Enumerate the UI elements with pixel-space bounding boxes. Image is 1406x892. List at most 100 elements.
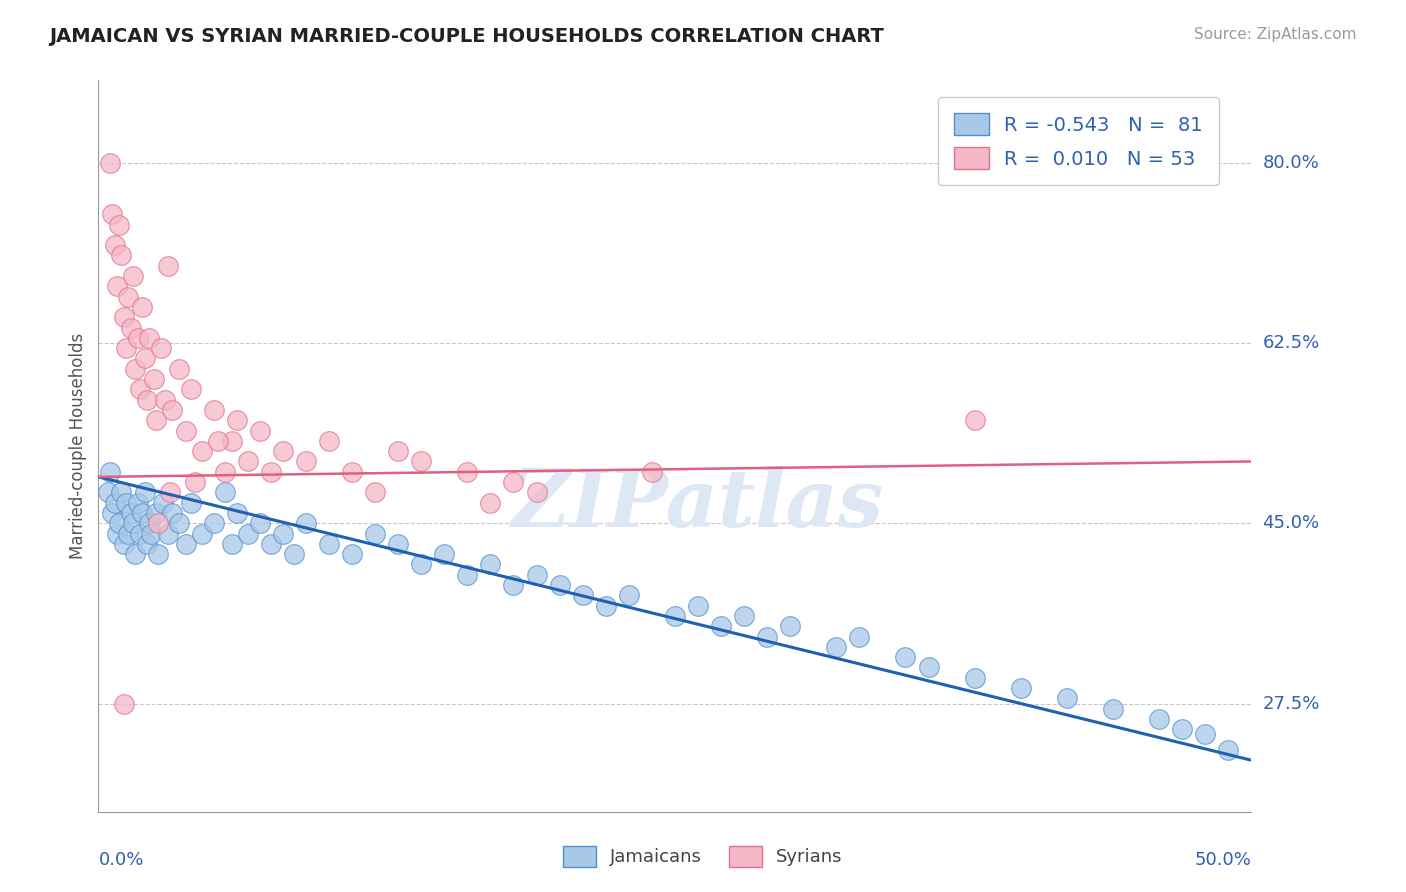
Point [825,640,848,654]
Point [238,454,260,468]
Point [148,547,170,561]
Point [1102,702,1125,716]
Point [548,578,571,592]
Point [1147,712,1170,726]
Point [202,516,225,531]
Point [110,485,132,500]
Point [238,526,260,541]
Point [159,485,181,500]
Point [260,537,283,551]
Point [1056,691,1078,706]
Point [138,331,160,345]
Point [387,537,409,551]
Point [149,341,172,355]
Point [848,630,870,644]
Text: 62.5%: 62.5% [1263,334,1320,352]
Point [214,465,236,479]
Point [318,537,340,551]
Point [917,660,939,674]
Point [456,465,478,479]
Point [122,516,145,531]
Point [664,609,686,624]
Point [214,485,236,500]
Point [180,382,202,396]
Text: 50.0%: 50.0% [1195,851,1251,869]
Point [411,454,433,468]
Point [295,454,318,468]
Point [221,434,243,448]
Point [98,155,121,169]
Point [283,547,305,561]
Point [134,485,156,500]
Point [167,516,190,531]
Point [115,341,138,355]
Point [340,465,363,479]
Point [135,392,157,407]
Point [131,506,153,520]
Point [202,403,225,417]
Point [120,506,142,520]
Point [756,630,779,644]
Point [191,444,214,458]
Point [225,413,247,427]
Point [101,207,124,221]
Point [526,485,548,500]
Point [479,496,502,510]
Point [129,382,152,396]
Point [502,475,524,489]
Point [134,351,156,366]
Point [271,526,294,541]
Point [117,526,139,541]
Point [156,259,179,273]
Point [207,434,229,448]
Point [502,578,524,592]
Point [148,516,170,531]
Legend: R = -0.543   N =  81, R =  0.010   N = 53: R = -0.543 N = 81, R = 0.010 N = 53 [938,97,1219,185]
Point [131,300,153,314]
Point [167,361,190,376]
Point [152,496,174,510]
Point [124,547,146,561]
Point [160,506,183,520]
Point [221,537,243,551]
Point [115,496,138,510]
Text: 80.0%: 80.0% [1263,153,1319,171]
Point [129,526,152,541]
Point [97,485,120,500]
Point [155,392,177,407]
Point [184,475,207,489]
Point [117,290,139,304]
Point [710,619,733,633]
Point [122,268,145,283]
Point [894,650,917,665]
Point [145,506,167,520]
Point [141,526,163,541]
Point [105,526,128,541]
Point [101,506,124,520]
Point [617,588,640,602]
Point [641,465,664,479]
Point [595,599,617,613]
Point [135,537,157,551]
Point [105,279,128,293]
Point [340,547,363,561]
Point [456,567,478,582]
Point [98,465,121,479]
Point [138,516,160,531]
Point [191,526,214,541]
Point [174,537,197,551]
Point [271,444,294,458]
Point [103,496,125,510]
Point [225,506,247,520]
Point [571,588,593,602]
Point [156,526,179,541]
Point [433,547,456,561]
Point [260,465,283,479]
Point [112,697,135,711]
Point [103,238,125,252]
Point [526,567,548,582]
Text: 45.0%: 45.0% [1263,515,1320,533]
Point [1218,743,1240,757]
Text: 0.0%: 0.0% [98,851,143,869]
Point [142,372,165,386]
